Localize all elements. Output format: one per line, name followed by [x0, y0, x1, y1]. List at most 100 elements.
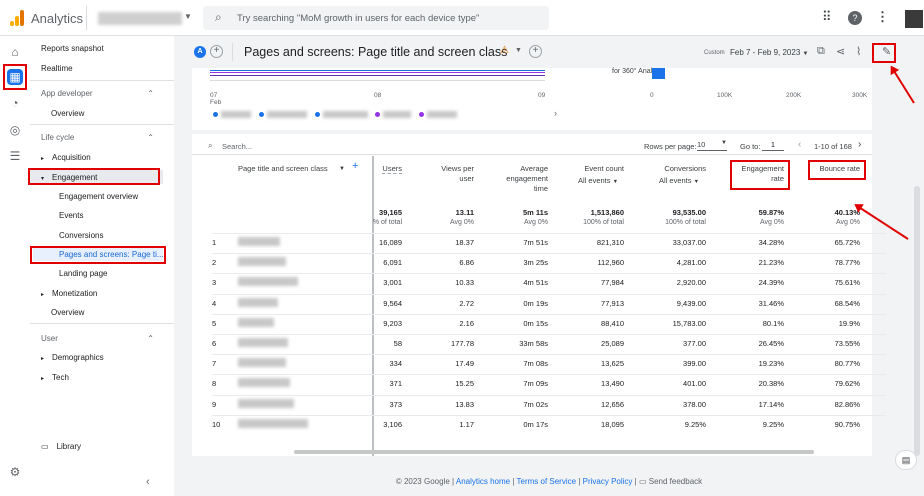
sidebar-section-life-cycle[interactable]: Life cycle	[41, 133, 75, 142]
event-count-filter[interactable]: All events ▼	[578, 176, 619, 185]
sidebar-item-engagement-overview[interactable]: Engagement overview	[59, 192, 139, 201]
edit-pencil-icon[interactable]: ✎	[882, 46, 892, 58]
sidebar-item-tech[interactable]: ▸ Tech	[41, 373, 69, 382]
table-row[interactable]: 1 16,089 18.37 7m 51s 821,310 33,037.00 34.28%…	[192, 237, 872, 252]
reports-icon[interactable]: ▦	[7, 69, 23, 85]
date-range-picker[interactable]: Feb 7 - Feb 9, 2023 ▼	[730, 48, 809, 57]
feedback-chat-icon[interactable]: ▤	[895, 450, 917, 470]
sidebar-item-landing-page[interactable]: Landing page	[59, 269, 108, 278]
comparison-chip-a[interactable]: A	[194, 46, 206, 58]
table-row[interactable]: 3 3,001 10.33 4m 51s 77,984 2,920.00 24.39% 75.…	[192, 277, 872, 292]
account-selector[interactable]	[98, 12, 182, 25]
cell-bounce: 78.77%	[834, 258, 860, 268]
column-header-views-per-user[interactable]: Views per user	[441, 164, 474, 183]
column-header-dimension[interactable]: Page title and screen class	[238, 164, 328, 173]
sidebar-item-conversions[interactable]: Conversions	[59, 231, 104, 240]
table-row[interactable]: 8 371 15.25 7m 09s 13,490 401.00 20.38% 79.62%	[192, 378, 872, 393]
next-page-icon[interactable]: ›	[858, 139, 862, 150]
collapse-sidebar-icon[interactable]: ‹	[146, 476, 150, 488]
cell-eng: 19.23%	[758, 359, 784, 369]
goto-input[interactable]: 1	[762, 140, 784, 151]
legend-next-icon[interactable]: ›	[554, 108, 557, 118]
configure-icon[interactable]: ☰	[9, 149, 21, 163]
share-report-icon[interactable]: ⧉	[817, 45, 825, 57]
search-input[interactable]: Try searching "MoM growth in users for e…	[237, 13, 480, 24]
page-title-cell[interactable]	[238, 257, 286, 267]
table-row[interactable]: 10 3,106 1.17 0m 17s 18,095 9.25% 9.25% 90.75%	[192, 418, 872, 434]
send-feedback-link[interactable]: Send feedback	[648, 477, 703, 486]
analytics-home-link[interactable]: Analytics home	[455, 477, 511, 486]
cell-users: 16,089	[379, 238, 402, 247]
warning-icon[interactable]: ⚠	[500, 45, 509, 56]
insights-icon[interactable]: ⌇	[856, 46, 862, 58]
sidebar-item-realtime[interactable]: Realtime	[41, 64, 73, 73]
help-icon[interactable]: ?	[848, 11, 862, 25]
column-header-bounce-rate[interactable]: Bounce rate	[819, 164, 860, 173]
table-row[interactable]: 9 373 13.83 7m 02s 12,656 378.00 17.14% 82.86%	[192, 398, 872, 414]
chevron-up-icon[interactable]: ⌃	[147, 89, 154, 98]
sidebar-item-engagement[interactable]: ▾ Engagement	[30, 170, 163, 184]
sidebar-item-demographics[interactable]: ▸ Demographics	[41, 353, 104, 362]
settings-gear-icon[interactable]: ⚙	[9, 465, 21, 479]
table-row[interactable]: 2 6,091 6.86 3m 25s 112,960 4,281.00 21.23% 78.…	[192, 257, 872, 272]
column-header-engagement-rate[interactable]: Engagement rate	[741, 164, 784, 183]
share-icon[interactable]: ⋖	[836, 46, 846, 58]
chevron-up-icon[interactable]: ⌃	[147, 334, 154, 343]
sidebar-item-overview[interactable]: Overview	[51, 109, 85, 118]
sidebar-item-overview-2[interactable]: Overview	[51, 308, 85, 317]
page-title-cell[interactable]	[238, 378, 290, 388]
table-search-input[interactable]: Search...	[222, 142, 253, 151]
page-title-cell[interactable]	[238, 358, 286, 368]
page-title-cell[interactable]	[238, 237, 280, 246]
table-row[interactable]: 7 334 17.49 7m 08s 13,625 399.00 19.23% 80.77%	[192, 358, 872, 373]
search-bar[interactable]: ⌕ Try searching "MoM growth in users for…	[203, 6, 549, 30]
add-dimension-icon[interactable]: +	[352, 160, 359, 172]
home-icon[interactable]: ⌂	[11, 45, 19, 59]
table-row[interactable]: 4 9,564 2.72 0m 19s 77,913 9,439.00 31.46% 68.5…	[192, 297, 872, 313]
column-header-event-count[interactable]: Event count	[584, 164, 624, 173]
dimension-caret-icon[interactable]: ▼	[339, 166, 345, 172]
page-title-cell[interactable]	[238, 297, 278, 307]
rows-per-page-select[interactable]: 10 ▼	[697, 140, 727, 151]
cell-bounce: 19.9%	[838, 318, 860, 328]
scrollbar[interactable]	[914, 186, 920, 456]
caret-down-icon[interactable]: ▼	[184, 12, 192, 21]
apps-grid-icon[interactable]: ⠿	[822, 9, 832, 24]
table-row[interactable]: 5 9,203 2.16 0m 15s 88,410 15,783.00 80.1% 19.9…	[192, 317, 872, 333]
sidebar-section-user[interactable]: User	[41, 334, 58, 343]
privacy-link[interactable]: Privacy Policy	[582, 477, 633, 486]
sidebar-section-app-developer[interactable]: App developer	[41, 89, 93, 98]
column-header-average-engagement-time[interactable]: Average engagement time	[506, 164, 548, 193]
page-title-cell[interactable]	[238, 418, 308, 428]
sidebar-item-events[interactable]: Events	[59, 211, 84, 220]
chevron-up-icon[interactable]: ⌃	[147, 133, 154, 142]
chart-legend[interactable]	[213, 111, 463, 119]
conversions-filter[interactable]: All events ▼	[659, 176, 700, 185]
sidebar-item-pages-and-screens[interactable]: Pages and screens: Page ti...	[33, 247, 163, 261]
analytics-logo-icon[interactable]	[10, 10, 24, 26]
page-title-cell[interactable]	[238, 317, 274, 327]
add-comparison-icon[interactable]: +	[210, 45, 223, 58]
sidebar-item-monetization[interactable]: ▸ Monetization	[41, 289, 98, 298]
more-vert-icon[interactable]: ⋮	[876, 9, 889, 24]
bar[interactable]	[652, 68, 665, 79]
avatar[interactable]	[905, 10, 923, 28]
cell-users: 3,001	[383, 278, 402, 288]
add-icon[interactable]: +	[529, 45, 542, 58]
sidebar-item-library[interactable]: ▭ Library	[41, 442, 82, 451]
terms-link[interactable]: Terms of Service	[516, 477, 577, 486]
cell-events: 112,960	[597, 258, 624, 268]
column-header-conversions[interactable]: Conversions	[664, 164, 706, 173]
caret-down-icon[interactable]: ▼	[515, 47, 522, 54]
prev-page-icon[interactable]: ‹	[798, 139, 802, 150]
page-title-cell[interactable]	[238, 277, 298, 287]
column-header-users[interactable]: Users	[382, 164, 402, 174]
explore-icon[interactable]: ◔	[11, 96, 19, 110]
sidebar-item-acquisition[interactable]: ▸ Acquisition	[41, 153, 91, 162]
sidebar-item-reports-snapshot[interactable]: Reports snapshot	[41, 44, 104, 53]
page-title-cell[interactable]	[238, 398, 294, 408]
horizontal-scrollbar[interactable]	[294, 450, 814, 454]
table-row[interactable]: 6 58 177.78 33m 58s 25,089 377.00 26.45% 73.55%	[192, 338, 872, 353]
advertising-icon[interactable]: ◎	[9, 123, 21, 137]
page-title-cell[interactable]	[238, 338, 288, 347]
